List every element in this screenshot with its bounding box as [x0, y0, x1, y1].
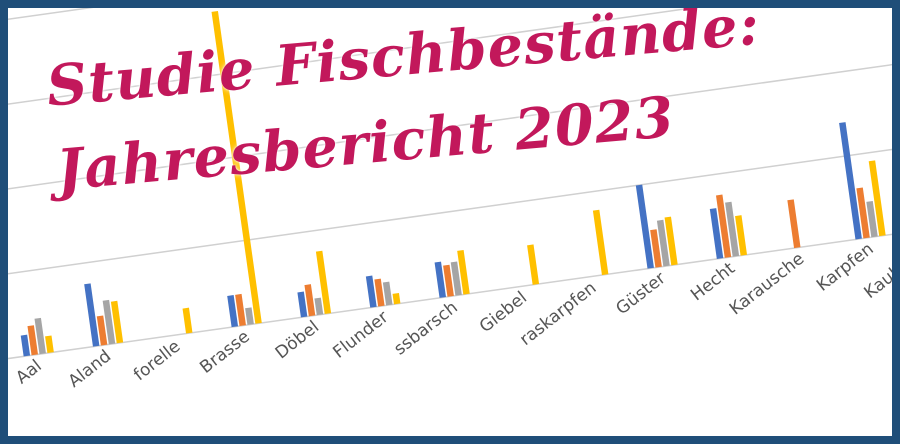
bar-ssbarsch-series-4 — [457, 249, 470, 295]
bar-aland-series-4 — [110, 300, 124, 344]
tick-label: Flunder — [329, 307, 392, 362]
bar-aland-series-3 — [102, 299, 116, 345]
bar-aal-series-1 — [20, 334, 31, 357]
tick-label: Döbel — [272, 317, 323, 363]
gridline — [8, 93, 892, 282]
bar-döbel-series-3 — [314, 297, 324, 316]
bar-karpfen-series-3 — [866, 200, 878, 238]
bar-karpfen-series-1 — [839, 122, 862, 240]
tick-label: Aal — [12, 356, 45, 388]
bar-ssbarsch-series-2 — [443, 264, 454, 297]
bar-raskarpfen-series-4 — [592, 209, 609, 276]
bar-aal-series-3 — [34, 317, 46, 355]
bar-flunder-series-3 — [382, 281, 393, 306]
gridline — [8, 9, 892, 198]
bars — [20, 10, 886, 357]
bar-hecht-series-1 — [709, 208, 724, 259]
bar-giebel-series-4 — [527, 244, 540, 285]
tick-label: raskarpfen — [516, 278, 600, 350]
bar-ssbarsch-series-3 — [450, 261, 462, 296]
bar-güster-series-3 — [656, 219, 670, 267]
chart-card: Aal Aland forelle Brasse Döbel Flunder ssbarsc… — [8, 8, 892, 436]
gridline — [8, 8, 892, 115]
bar-brasse-series-3 — [245, 307, 254, 325]
bar-aland-series-2 — [96, 315, 108, 346]
gridlines — [8, 8, 892, 365]
tick-label: Brasse — [196, 327, 253, 378]
tick-label: ssbarsch — [390, 298, 461, 360]
bar-chart: Aal Aland forelle Brasse Döbel Flunderssbarsc… — [8, 8, 892, 392]
gridline — [8, 8, 892, 32]
bar-brasse-series-2 — [235, 293, 246, 327]
bar-güster-series-1 — [635, 184, 654, 269]
bar-güster-series-4 — [664, 216, 678, 266]
tick-label: forelle — [130, 337, 184, 386]
bar-hecht-series-4 — [735, 215, 748, 256]
bar-aal-series-4 — [45, 335, 54, 354]
bar-karpfen-series-4 — [868, 160, 886, 237]
tick-label: Güster — [612, 268, 669, 319]
bar-döbel-series-1 — [297, 291, 308, 318]
bar-flunder-series-4 — [392, 293, 401, 305]
bar-döbel-series-2 — [304, 284, 316, 317]
bar-ssbarsch-series-1 — [434, 261, 446, 298]
bar-flunder-series-2 — [374, 278, 385, 307]
bar-forelle-series-4 — [182, 307, 193, 334]
category-tick-labels: Aal Aland forelle Brasse Döbel Flunderssbarsc… — [12, 229, 892, 392]
bar-aal-series-2 — [27, 325, 38, 356]
bar-hecht-series-2 — [715, 194, 732, 258]
bar-brasse-series-4 — [211, 10, 262, 324]
bar-flunder-series-1 — [365, 275, 377, 308]
bar-brasse-series-1 — [227, 295, 239, 328]
bar-hecht-series-3 — [725, 201, 740, 257]
tick-label: Aland — [65, 346, 115, 392]
tick-label: Karausche — [726, 249, 808, 319]
bar-karpfen-series-2 — [856, 187, 870, 239]
gridline — [8, 176, 892, 365]
bar-karausche-series-2 — [787, 199, 801, 249]
bar-güster-series-2 — [650, 229, 662, 268]
bar-döbel-series-4 — [315, 250, 332, 315]
bar-aland-series-1 — [84, 283, 100, 347]
